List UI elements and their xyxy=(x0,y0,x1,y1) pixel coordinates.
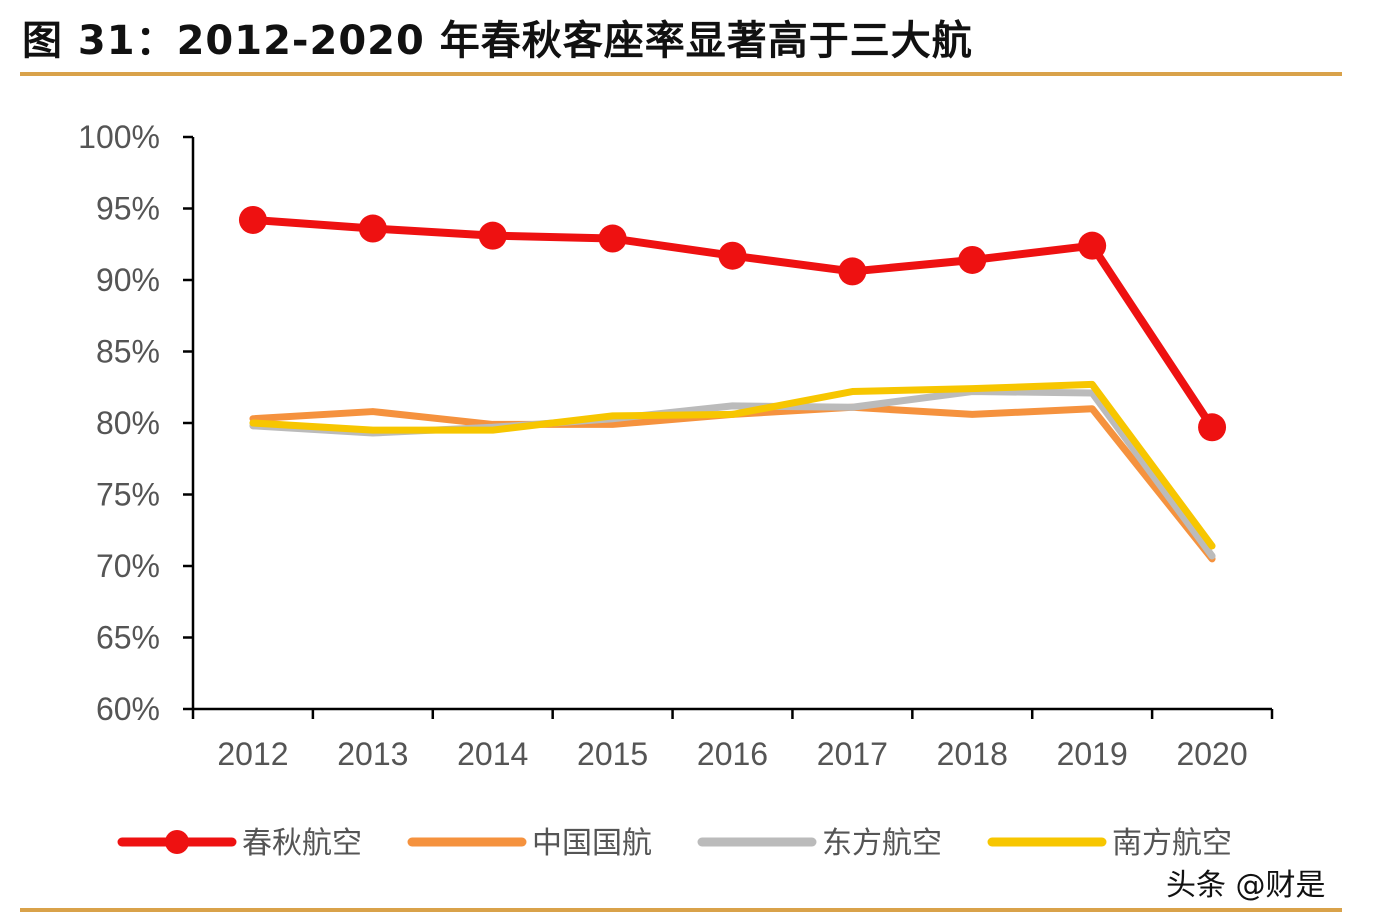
y-tick-label: 90% xyxy=(96,262,160,298)
x-tick-label: 2013 xyxy=(337,736,408,772)
y-tick-label: 60% xyxy=(96,691,160,727)
series-3-line xyxy=(249,380,1216,550)
series-0-point xyxy=(1078,231,1107,260)
y-tick-label: 70% xyxy=(96,548,160,584)
figure-title: 图 31：2012-2020 年春秋客座率显著高于三大航 xyxy=(22,18,973,64)
y-axis: 60% 65% 70% 75% 80% 85% 90% 95% 100% xyxy=(78,119,195,727)
y-tick-label: 85% xyxy=(96,334,160,370)
x-tick-label: 2020 xyxy=(1176,736,1247,772)
series-0-point xyxy=(838,257,867,286)
legend-item-3-label: 南方航空 xyxy=(1112,826,1232,861)
x-axis: 2012 2013 2014 2015 2016 2017 2018 2019 2020 xyxy=(191,707,1274,772)
x-tick-label: 2019 xyxy=(1057,736,1128,772)
plot-area xyxy=(238,205,1227,563)
x-tick-label: 2018 xyxy=(937,736,1008,772)
bottom-rule xyxy=(20,908,1342,912)
legend-item-0-marker xyxy=(165,830,189,854)
series-0-point xyxy=(958,245,987,274)
legend-item-2-label: 东方航空 xyxy=(822,826,942,861)
x-tick-label: 2014 xyxy=(457,736,528,772)
y-tick-label: 75% xyxy=(96,477,160,513)
legend: 春秋航空 中国国航 东方航空 南方航空 xyxy=(117,826,1232,861)
y-tick-label: 65% xyxy=(96,620,160,656)
top-rule xyxy=(20,72,1342,76)
x-tick-label: 2017 xyxy=(817,736,888,772)
series-0-point xyxy=(1198,413,1227,442)
legend-item-1-label: 中国国航 xyxy=(532,826,652,861)
x-tick-label: 2016 xyxy=(697,736,768,772)
watermark: 头条 @财是 xyxy=(1166,868,1326,903)
x-tick-label: 2015 xyxy=(577,736,648,772)
y-tick-label: 100% xyxy=(78,119,160,155)
y-tick-label: 95% xyxy=(96,191,160,227)
series-0-point xyxy=(358,214,387,243)
series-0-point xyxy=(238,205,267,234)
series-0-point xyxy=(478,221,507,250)
series-0-point xyxy=(598,224,627,253)
y-tick-label: 80% xyxy=(96,405,160,441)
x-tick-label: 2012 xyxy=(217,736,288,772)
series-0-point xyxy=(718,241,747,270)
legend-item-0-label: 春秋航空 xyxy=(242,826,362,861)
